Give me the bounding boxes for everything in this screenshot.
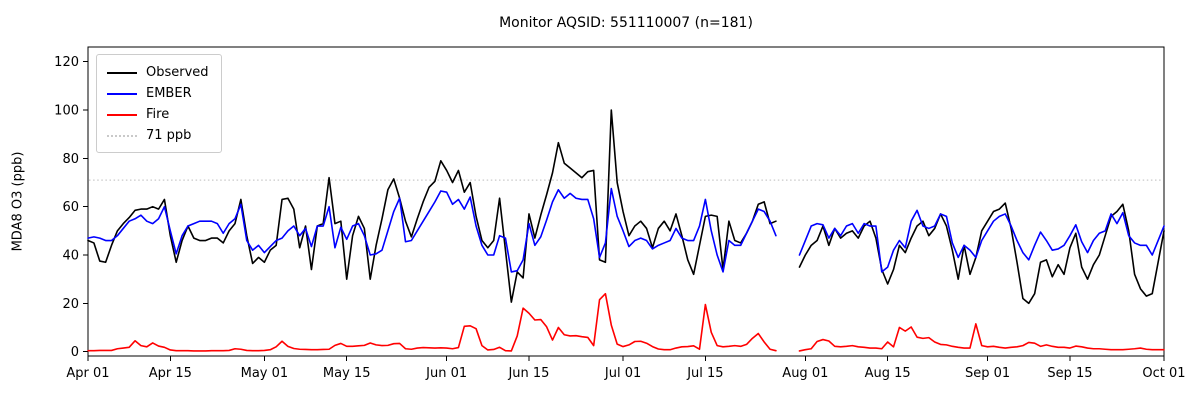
y-axis-label: MDA8 O3 (ppb) <box>10 151 26 252</box>
x-tick-label: Sep 01 <box>965 366 1010 381</box>
legend-item-label: Observed <box>146 65 209 80</box>
legend-item-label: Fire <box>146 107 170 122</box>
y-tick-label: 0 <box>71 345 79 360</box>
series-fire-line <box>87 292 1165 352</box>
legend-line-swatch <box>107 113 137 116</box>
legend-item-observed: Observed <box>107 62 209 83</box>
legend-line-swatch <box>107 71 137 74</box>
x-tick-label: May 15 <box>323 366 371 381</box>
x-tick-label: Jun 15 <box>507 366 549 381</box>
x-tick-label: Jul 01 <box>604 366 641 381</box>
y-tick-label: 60 <box>62 200 79 215</box>
legend: Observed EMBER Fire 71 ppb <box>96 54 222 153</box>
legend-item-label: EMBER <box>146 86 192 101</box>
x-tick-label: Apr 01 <box>66 366 109 381</box>
legend-item-ember: EMBER <box>107 83 209 104</box>
series-observed-line <box>87 109 1165 305</box>
series-ember-line <box>87 187 1165 273</box>
legend-item-71-ppb: 71 ppb <box>107 125 209 146</box>
legend-line-swatch <box>107 134 137 137</box>
y-tick-label: 20 <box>62 297 79 312</box>
y-tick-label: 100 <box>54 104 79 119</box>
y-tick-label: 80 <box>62 152 79 167</box>
y-tick-label: 120 <box>54 55 79 70</box>
legend-line-swatch <box>107 92 137 95</box>
x-tick-label: Apr 15 <box>149 366 192 381</box>
x-tick-label: Jun 01 <box>425 366 467 381</box>
axes-box <box>87 46 1165 357</box>
x-tick-label: Oct 01 <box>1142 366 1185 381</box>
y-tick-label: 40 <box>62 249 79 264</box>
chart-title: Monitor AQSID: 551110007 (n=181) <box>499 15 753 31</box>
x-tick-label: May 01 <box>241 366 289 381</box>
legend-item-fire: Fire <box>107 104 209 125</box>
x-tick-label: Jul 15 <box>686 366 723 381</box>
x-tick-label: Aug 01 <box>782 366 828 381</box>
legend-item-label: 71 ppb <box>146 128 192 143</box>
x-tick-label: Sep 15 <box>1047 366 1092 381</box>
x-tick-label: Aug 15 <box>865 366 911 381</box>
